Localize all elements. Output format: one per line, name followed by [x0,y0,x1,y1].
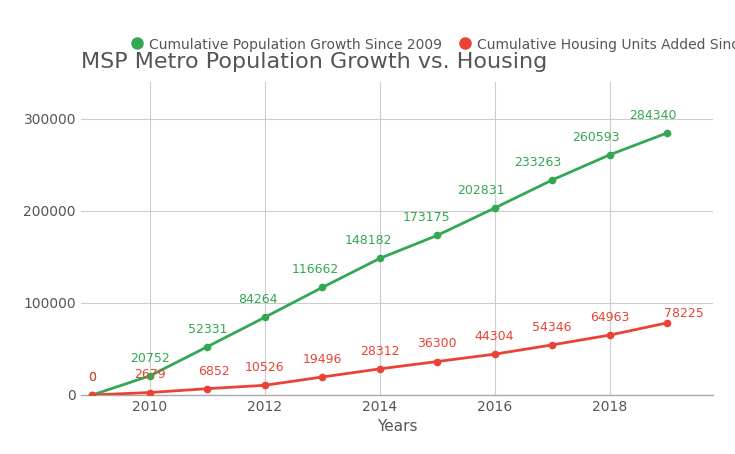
Text: MSP Metro Population Growth vs. Housing: MSP Metro Population Growth vs. Housing [81,52,547,72]
Text: 54346: 54346 [532,321,572,334]
Cumulative Housing Units Added Since 2009 [318,374,326,380]
Cumulative Housing Units Added Since 2009 [376,366,384,372]
Text: 20752: 20752 [130,352,170,365]
Text: 0: 0 [88,371,96,384]
Text: 116662: 116662 [292,263,339,276]
Cumulative Population Growth Since 2009 [318,285,326,290]
Cumulative Housing Units Added Since 2009 [433,359,442,364]
Cumulative Population Growth Since 2009 [605,152,614,158]
Text: 84264: 84264 [238,293,278,306]
Text: 52331: 52331 [187,323,227,336]
Cumulative Population Growth Since 2009 [433,233,442,238]
Line: Cumulative Population Growth Since 2009: Cumulative Population Growth Since 2009 [89,130,670,398]
Cumulative Housing Units Added Since 2009 [88,392,97,398]
Cumulative Housing Units Added Since 2009 [605,332,614,338]
Cumulative Population Growth Since 2009 [146,373,154,379]
Text: 44304: 44304 [475,330,514,343]
Cumulative Population Growth Since 2009 [490,205,499,211]
Cumulative Housing Units Added Since 2009 [203,386,212,391]
Text: 260593: 260593 [572,131,620,144]
Cumulative Population Growth Since 2009 [260,315,269,320]
Line: Cumulative Housing Units Added Since 2009: Cumulative Housing Units Added Since 200… [89,320,670,398]
Text: 2679: 2679 [134,368,165,381]
Text: 173175: 173175 [402,211,450,224]
Text: 6852: 6852 [198,365,230,378]
Cumulative Population Growth Since 2009 [548,178,556,183]
Cumulative Housing Units Added Since 2009 [548,342,556,348]
Legend: Cumulative Population Growth Since 2009, Cumulative Housing Units Added Since 20: Cumulative Population Growth Since 2009,… [126,32,735,57]
Text: 148182: 148182 [345,234,392,247]
Cumulative Housing Units Added Since 2009 [662,320,671,326]
Text: 10526: 10526 [245,361,284,374]
Cumulative Population Growth Since 2009 [662,130,671,136]
X-axis label: Years: Years [376,419,417,434]
Cumulative Housing Units Added Since 2009 [260,383,269,388]
Text: 36300: 36300 [417,337,457,350]
Cumulative Population Growth Since 2009 [88,392,97,398]
Text: 64963: 64963 [589,311,629,324]
Text: 28312: 28312 [360,345,399,358]
Text: 78225: 78225 [664,307,703,320]
Text: 284340: 284340 [629,109,677,122]
Text: 202831: 202831 [457,184,504,197]
Cumulative Population Growth Since 2009 [203,344,212,350]
Text: 233263: 233263 [514,156,562,169]
Cumulative Population Growth Since 2009 [376,256,384,261]
Cumulative Housing Units Added Since 2009 [490,351,499,357]
Text: 19496: 19496 [303,353,342,366]
Cumulative Housing Units Added Since 2009 [146,390,154,395]
Text: 0: 0 [88,371,96,384]
